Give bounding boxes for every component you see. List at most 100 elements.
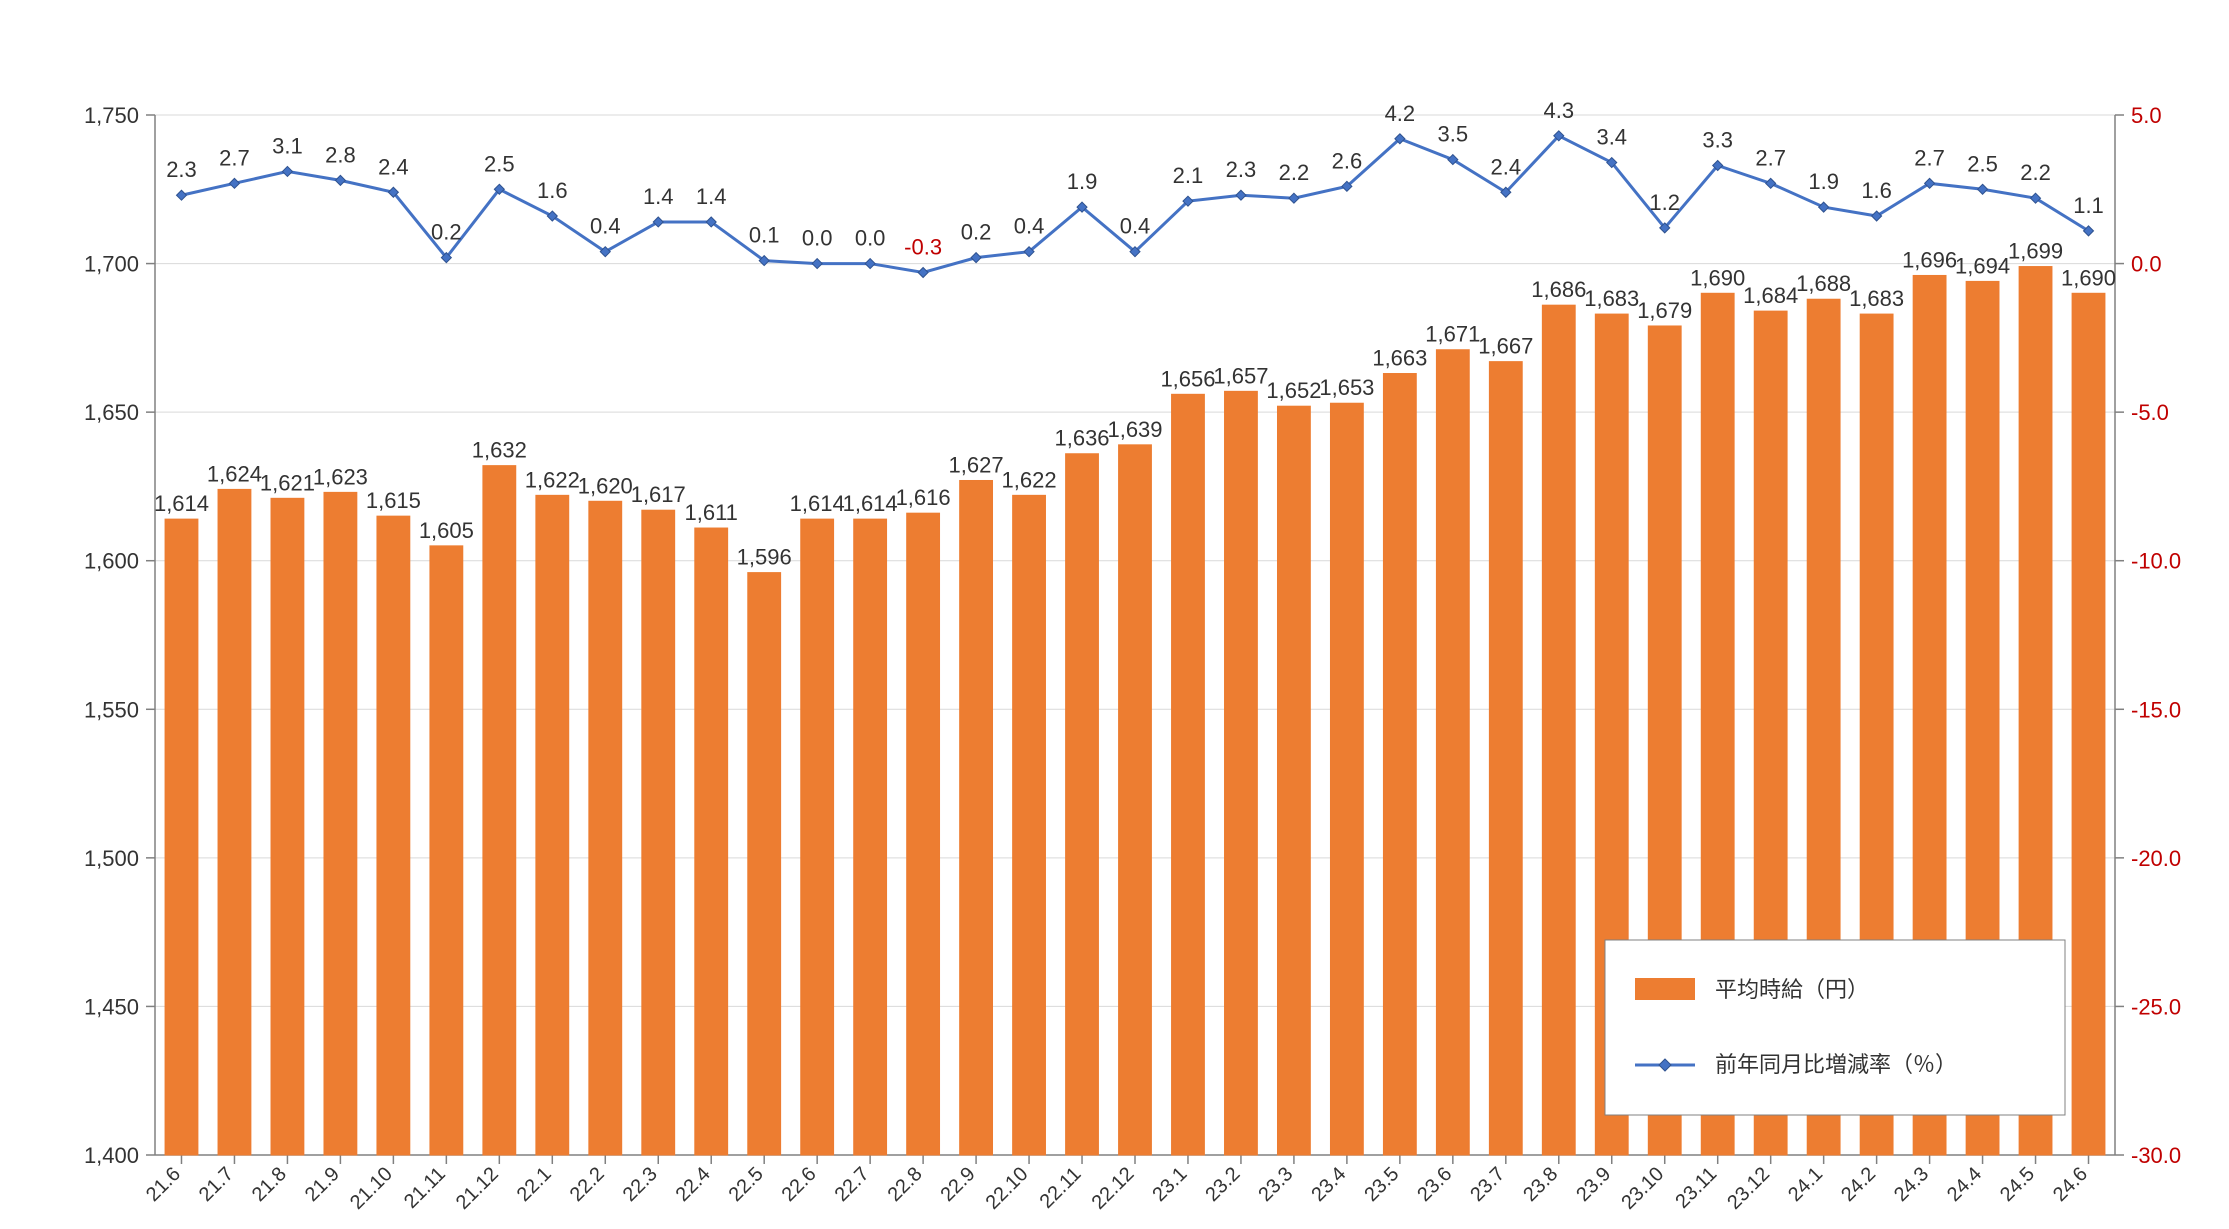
- bar-value-label: 1,616: [896, 485, 951, 510]
- line-value-label: 2.3: [1226, 157, 1257, 182]
- line-value-label: 4.2: [1385, 101, 1416, 126]
- bar-value-label: 1,690: [2061, 265, 2116, 290]
- bar: [642, 510, 675, 1155]
- bar: [218, 489, 251, 1155]
- bar-value-label: 1,686: [1531, 277, 1586, 302]
- line-value-label: 1.2: [1649, 190, 1680, 215]
- y-left-tick-label: 1,550: [84, 697, 139, 722]
- line-value-label: 0.4: [1014, 214, 1045, 239]
- bar-value-label: 1,621: [260, 470, 315, 495]
- legend-label-bar: 平均時給（円）: [1715, 977, 1869, 1002]
- bar-value-label: 1,652: [1266, 378, 1321, 403]
- bar-value-label: 1,684: [1743, 283, 1798, 308]
- line-value-label: 2.8: [325, 142, 356, 167]
- bar: [1436, 350, 1469, 1155]
- bar-value-label: 1,688: [1796, 271, 1851, 296]
- bar-value-label: 1,622: [1002, 467, 1057, 492]
- bar-value-label: 1,617: [631, 482, 686, 507]
- y-left-tick-label: 1,600: [84, 549, 139, 574]
- line-value-label: 3.5: [1438, 122, 1469, 147]
- legend-swatch-bar: [1635, 978, 1695, 1000]
- line-value-label: 2.7: [219, 145, 250, 170]
- bar: [801, 519, 834, 1155]
- line-value-label: 2.2: [2020, 160, 2051, 185]
- y-left-tick-label: 1,700: [84, 252, 139, 277]
- line-value-label: 4.3: [1543, 98, 1574, 123]
- line-value-label: 0.2: [961, 220, 992, 245]
- line-value-label: 0.0: [855, 226, 886, 251]
- bar: [695, 528, 728, 1155]
- bar: [1542, 305, 1575, 1155]
- bar: [854, 519, 887, 1155]
- y-right-tick-label: -25.0: [2131, 994, 2181, 1019]
- line-value-label: 3.1: [272, 133, 303, 158]
- bar-value-label: 1,614: [843, 491, 898, 516]
- bar: [589, 501, 622, 1155]
- line-value-label: 2.6: [1332, 148, 1363, 173]
- legend: [1605, 940, 2065, 1115]
- bar: [165, 519, 198, 1155]
- bar: [430, 546, 463, 1155]
- bar-value-label: 1,690: [1690, 265, 1745, 290]
- y-right-tick-label: -5.0: [2131, 400, 2169, 425]
- combo-chart: 1,400 1,450 1,500 1,550 1,600 1,650 1,700 1,750…: [0, 0, 2229, 1229]
- bar: [1489, 362, 1522, 1155]
- y-left-tick-label: 1,750: [84, 103, 139, 128]
- line-value-label: 0.4: [590, 214, 621, 239]
- bar-value-label: 1,663: [1372, 346, 1427, 371]
- bar-value-label: 1,632: [472, 438, 527, 463]
- y-right-tick-label: -15.0: [2131, 697, 2181, 722]
- bar: [377, 516, 410, 1155]
- bar: [1172, 394, 1205, 1155]
- bar-value-label: 1,614: [790, 491, 845, 516]
- line-value-label: 0.4: [1120, 214, 1151, 239]
- line-value-label: 1.6: [537, 178, 568, 203]
- bar-value-label: 1,683: [1584, 286, 1639, 311]
- bar-value-label: 1,656: [1160, 366, 1215, 391]
- line-value-label: 0.1: [749, 223, 780, 248]
- line-value-label: 2.4: [1491, 154, 1522, 179]
- bar-value-label: 1,699: [2008, 239, 2063, 264]
- bar-value-label: 1,622: [525, 467, 580, 492]
- legend-label-line: 前年同月比増減率（％）: [1715, 1052, 1957, 1077]
- line-value-label: 2.3: [166, 157, 197, 182]
- bar-value-label: 1,615: [366, 488, 421, 513]
- y-left-tick-label: 1,450: [84, 994, 139, 1019]
- line-value-label: 1.9: [1067, 169, 1098, 194]
- bar: [1277, 406, 1310, 1155]
- line-value-label: 1.4: [643, 184, 674, 209]
- line-value-label: 1.9: [1808, 169, 1839, 194]
- line-value-label: 0.2: [431, 220, 462, 245]
- bar: [2072, 293, 2105, 1155]
- bar-value-label: 1,623: [313, 464, 368, 489]
- bar: [1225, 391, 1258, 1155]
- y-right-tick-label: -10.0: [2131, 549, 2181, 574]
- y-left-tick-label: 1,400: [84, 1143, 139, 1168]
- bar-value-label: 1,679: [1637, 298, 1692, 323]
- bar-value-label: 1,639: [1107, 417, 1162, 442]
- bar: [1119, 445, 1152, 1155]
- bar-value-label: 1,636: [1054, 426, 1109, 451]
- line-value-label: 0.0: [802, 226, 833, 251]
- bar-value-label: 1,653: [1319, 375, 1374, 400]
- line-value-label: 2.7: [1755, 145, 1786, 170]
- bar-value-label: 1,657: [1213, 363, 1268, 388]
- bar-value-label: 1,620: [578, 473, 633, 498]
- y-left-tick-label: 1,500: [84, 846, 139, 871]
- bar-value-label: 1,694: [1955, 253, 2010, 278]
- y-left-tick-label: 1,650: [84, 400, 139, 425]
- line-value-label: -0.3: [904, 234, 942, 259]
- line-value-label: 3.3: [1702, 128, 1733, 153]
- line-value-label: 2.2: [1279, 160, 1310, 185]
- bar: [748, 573, 781, 1155]
- bar-value-label: 1,667: [1478, 334, 1533, 359]
- bar-value-label: 1,611: [685, 500, 738, 525]
- bar-value-label: 1,596: [737, 545, 792, 570]
- line-value-label: 1.6: [1861, 178, 1892, 203]
- y-right-tick-label: -20.0: [2131, 846, 2181, 871]
- bar: [907, 513, 940, 1155]
- y-right-tick-label: -30.0: [2131, 1143, 2181, 1168]
- bar-value-label: 1,627: [949, 452, 1004, 477]
- line-value-label: 2.4: [378, 154, 409, 179]
- bar: [324, 492, 357, 1155]
